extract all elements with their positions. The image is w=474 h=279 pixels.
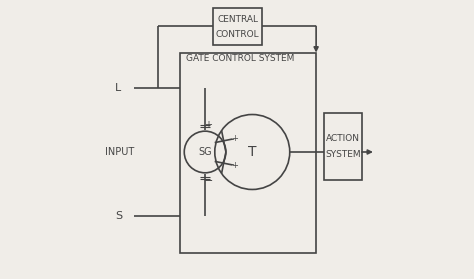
Text: +: + <box>231 134 238 143</box>
Text: SG: SG <box>198 147 212 157</box>
Text: +: + <box>204 120 212 130</box>
Bar <box>324 113 362 180</box>
Text: CENTRAL: CENTRAL <box>217 15 258 23</box>
Bar <box>213 8 262 45</box>
Text: S: S <box>115 211 122 221</box>
Text: −: − <box>204 175 213 186</box>
Text: −: − <box>227 160 234 169</box>
Text: L: L <box>115 83 121 93</box>
Text: T: T <box>248 145 256 159</box>
Text: ACTION: ACTION <box>326 134 360 143</box>
Text: −: − <box>227 135 234 144</box>
Text: CONTROL: CONTROL <box>216 30 259 39</box>
Bar <box>180 54 316 253</box>
Text: INPUT: INPUT <box>105 147 135 157</box>
Text: SYSTEM: SYSTEM <box>325 150 361 159</box>
Text: GATE CONTROL SYSTEM: GATE CONTROL SYSTEM <box>186 54 294 63</box>
Text: +: + <box>231 162 238 170</box>
